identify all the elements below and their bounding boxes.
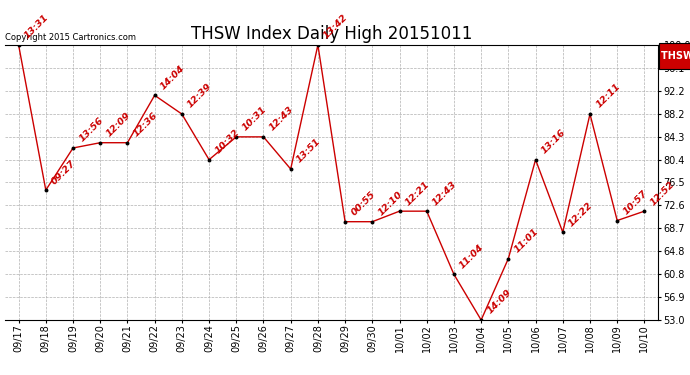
Point xyxy=(204,157,215,163)
Text: 13:31: 13:31 xyxy=(23,13,50,41)
Point xyxy=(13,42,24,48)
Text: 12:21: 12:21 xyxy=(404,179,431,207)
Point xyxy=(421,208,432,214)
Point xyxy=(558,229,569,235)
Point xyxy=(40,187,51,193)
Point xyxy=(530,157,541,163)
Point xyxy=(285,166,296,172)
Point xyxy=(95,140,106,146)
Point xyxy=(394,208,405,214)
Point xyxy=(177,111,188,117)
Point xyxy=(258,134,269,140)
Text: 12:10: 12:10 xyxy=(377,190,404,217)
Point xyxy=(313,42,324,48)
Text: 12:09: 12:09 xyxy=(104,111,132,138)
Text: 12:43: 12:43 xyxy=(268,105,295,133)
Text: 12:22: 12:22 xyxy=(567,200,595,228)
Point xyxy=(475,317,486,323)
Point xyxy=(503,256,514,262)
Text: 10:32: 10:32 xyxy=(213,128,241,156)
Text: 12:36: 12:36 xyxy=(132,111,159,138)
Text: 13:51: 13:51 xyxy=(295,137,323,165)
Text: 14:09: 14:09 xyxy=(485,288,513,316)
Text: 11:04: 11:04 xyxy=(458,243,486,270)
Point xyxy=(230,134,241,140)
Text: 14:04: 14:04 xyxy=(159,63,186,91)
Point xyxy=(584,111,595,117)
Point xyxy=(122,140,133,146)
Point xyxy=(639,208,650,214)
Point xyxy=(448,272,460,278)
Text: 10:57: 10:57 xyxy=(622,189,649,216)
Point xyxy=(339,219,351,225)
Text: 12:11: 12:11 xyxy=(594,82,622,110)
Text: 11:01: 11:01 xyxy=(513,226,540,254)
Title: THSW Index Daily High 20151011: THSW Index Daily High 20151011 xyxy=(191,26,472,44)
Text: 13:16: 13:16 xyxy=(540,128,567,156)
Point xyxy=(68,145,79,151)
Text: 09:27: 09:27 xyxy=(50,158,78,186)
Point xyxy=(367,219,378,225)
Text: THSW  (°F): THSW (°F) xyxy=(662,51,690,61)
Text: 12:43: 12:43 xyxy=(431,179,459,207)
Text: 00:55: 00:55 xyxy=(349,190,377,217)
Text: 12:52: 12:52 xyxy=(649,179,676,207)
Point xyxy=(149,92,160,98)
Text: 12:39: 12:39 xyxy=(186,82,214,110)
Point xyxy=(611,217,622,223)
Text: Copyright 2015 Cartronics.com: Copyright 2015 Cartronics.com xyxy=(5,33,136,42)
Text: 13:42: 13:42 xyxy=(322,13,350,41)
Text: 13:56: 13:56 xyxy=(77,116,105,144)
Text: 10:31: 10:31 xyxy=(240,105,268,133)
